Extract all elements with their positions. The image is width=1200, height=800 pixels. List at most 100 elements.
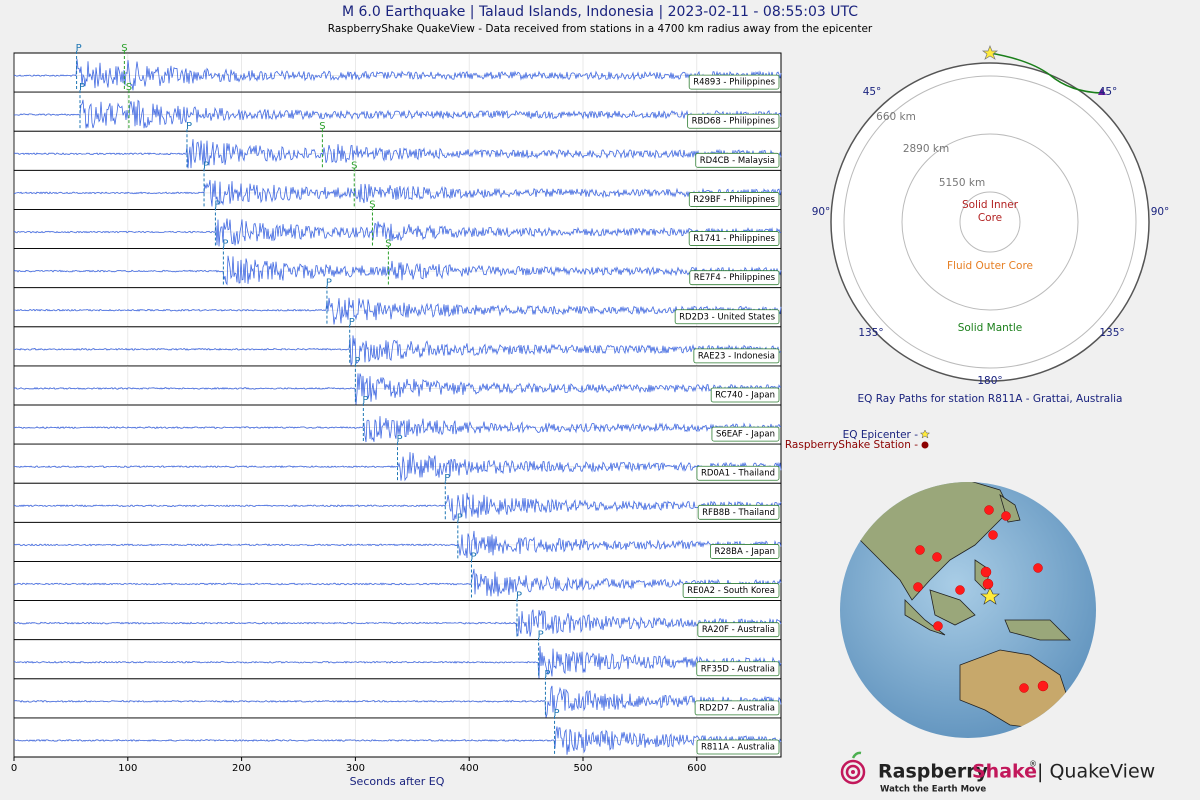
land-sumatra [904, 599, 946, 636]
s-label: S [351, 160, 357, 171]
station-label-box [695, 152, 780, 168]
station-label: R29BF - Philippines [693, 195, 775, 205]
ray-diagram [830, 45, 1150, 382]
station-dot [1033, 563, 1043, 573]
station-label: RE7F4 - Philippines [694, 273, 776, 283]
legend-station: RaspberryShake Station - [785, 439, 918, 451]
station-label-box [694, 700, 780, 716]
p-label: P [186, 121, 192, 132]
station-label-box [688, 192, 780, 207]
legend-epicenter: EQ Epicenter - [843, 429, 919, 441]
degree-label: 180° [977, 375, 1002, 387]
x-tick-label: 400 [460, 763, 479, 774]
station-label: RAE23 - Indonesia [698, 351, 775, 361]
p-label: P [76, 43, 82, 54]
x-tick-label: 600 [687, 763, 706, 774]
p-label: P [457, 512, 463, 523]
x-tick-label: 200 [232, 763, 251, 774]
layer-2890 [901, 133, 1079, 311]
degree-label: 135° [1099, 327, 1124, 339]
station-label: RF35D - Australia [701, 664, 775, 674]
p-label: P [516, 591, 522, 602]
waveform [13, 58, 782, 91]
trace-panel [13, 717, 782, 758]
station-dot [915, 545, 925, 555]
layer-5150 [959, 191, 1021, 253]
station-label: RA20F - Australia [702, 625, 775, 635]
station-label: S6EAF - Japan [716, 430, 775, 440]
p-label: P [79, 82, 85, 93]
waveform [13, 609, 782, 637]
station-dot [988, 530, 998, 540]
x-tick-label: 500 [573, 763, 592, 774]
station-label-box [689, 270, 780, 286]
waveform [13, 685, 782, 718]
station-dot [1037, 680, 1049, 692]
layer-660 [843, 75, 1137, 369]
station-dot [913, 582, 923, 592]
p-label: P [349, 317, 355, 328]
epicenter-star [981, 45, 999, 60]
p-label: P [362, 395, 368, 406]
s-label: S [126, 82, 132, 93]
logo-brand: Raspberry [878, 761, 989, 783]
s-label: S [385, 239, 391, 250]
station-dot [932, 552, 942, 562]
p-label: P [214, 199, 220, 210]
s-label: S [369, 199, 375, 210]
depth-label: 5150 km [939, 177, 985, 189]
p-label: P [544, 669, 550, 680]
station-label-box [710, 544, 780, 559]
station-dot [980, 566, 992, 578]
waveform [13, 218, 782, 247]
land-new-guinea [1004, 619, 1071, 641]
waveform [13, 568, 782, 597]
inner-core-label: Solid Inner Core [962, 199, 1019, 224]
s-label: S [319, 121, 325, 132]
degree-label: 45° [1099, 86, 1118, 98]
x-axis-label: Seconds after EQ [350, 775, 445, 788]
p-label: P [222, 239, 228, 250]
station-label: RBD68 - Philippines [692, 117, 776, 127]
globe-epicenter [980, 587, 1000, 605]
logo-dot [851, 770, 855, 774]
waveform [13, 179, 782, 207]
station-label-box [697, 622, 780, 638]
station-label-box [682, 583, 780, 598]
waveform [13, 452, 782, 482]
station-label: R4893 - Philippines [693, 78, 775, 88]
x-tick-label: 300 [346, 763, 365, 774]
station-label-box [693, 348, 780, 364]
mantle-label: Solid Mantle [958, 322, 1023, 334]
logo-ring [840, 759, 866, 785]
waveform [13, 726, 782, 755]
degree-label: 90° [812, 206, 831, 218]
station-label: RD4CB - Malaysia [700, 156, 775, 166]
waveform [13, 645, 782, 679]
p-label: P [354, 356, 360, 367]
x-tick-label: 100 [118, 763, 137, 774]
p-label: P [470, 551, 476, 562]
p-label: P [326, 278, 332, 289]
station-label: RC740 - Japan [715, 391, 775, 401]
station-dot [984, 505, 994, 515]
p-label: P [203, 160, 209, 171]
waveform [13, 139, 782, 169]
degree-label: 90° [1151, 206, 1170, 218]
degree-label: 45° [863, 86, 882, 98]
station-label-box [674, 309, 780, 325]
station-label: RE0A2 - South Korea [687, 586, 775, 596]
station-label: R28BA - Japan [714, 547, 775, 557]
waveform [13, 255, 782, 286]
station-label: R811A - Australia [701, 743, 775, 753]
station-label-box [696, 465, 780, 481]
legend-star [919, 429, 931, 439]
outer-core-label: Fluid Outer Core [947, 260, 1033, 272]
depth-label: 2890 km [903, 143, 949, 155]
p-label: P [554, 708, 560, 719]
waveform [13, 99, 782, 129]
chart-title: M 6.0 Earthquake | Talaud Islands, Indon… [342, 4, 858, 20]
station-label-box [688, 74, 780, 90]
station-label-box [696, 661, 780, 677]
